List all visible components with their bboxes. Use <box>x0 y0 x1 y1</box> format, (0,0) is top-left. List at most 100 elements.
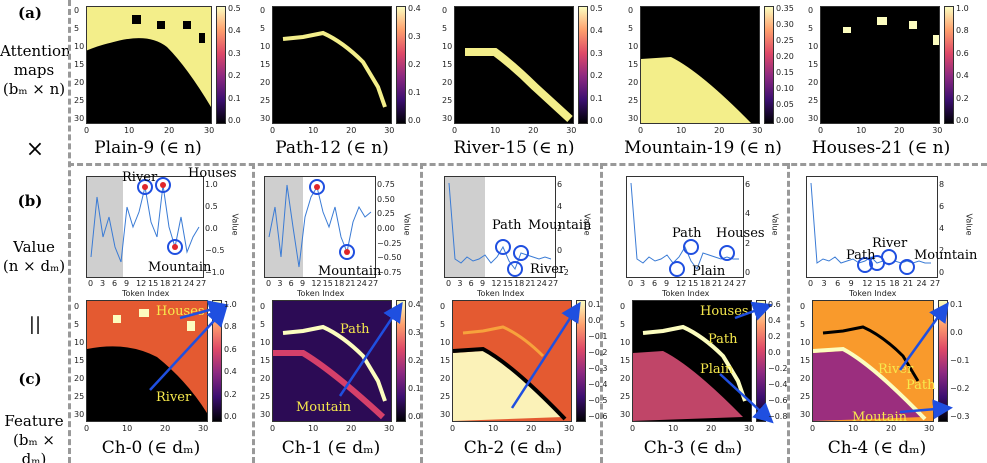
value-ytick: 4 <box>557 202 563 211</box>
value-4-anno-river: River <box>872 236 908 251</box>
feature-map-3-svg <box>633 324 747 421</box>
attention-ytick: 15 <box>808 60 819 69</box>
caption-houses: Houses-21 (∈ n) <box>811 138 951 158</box>
value-4-anno-mountain: Mountain <box>914 248 978 263</box>
value-xtick: 0 <box>628 279 634 288</box>
attention-ytick: 30 <box>260 114 271 123</box>
feature-4-anno-river: River <box>878 362 914 377</box>
value-xtick: 9 <box>300 279 306 288</box>
value-ytick: 1.0 <box>205 180 218 189</box>
value-xtick: 18 <box>514 279 525 288</box>
caption-ch0: Ch-0 (∈ dₘ) <box>101 438 201 458</box>
feature-xtick: 20 <box>886 424 897 433</box>
attention-colorbar-4-tick: 0.2 <box>956 93 969 103</box>
value-ytick: 2 <box>939 246 945 255</box>
attention-colorbar-1-tick: 0.1 <box>408 88 421 97</box>
value-ytick: 4 <box>745 209 751 219</box>
feature-0-anno-houses: Houses <box>156 304 205 319</box>
feature-ytick: 20 <box>74 374 85 383</box>
attention-ytick: 0 <box>74 6 80 15</box>
value-ylabel: Value <box>582 213 592 236</box>
feature-colorbar-3-tick: −0.6 <box>768 396 788 405</box>
attention-colorbar-3-tick: 0.25 <box>776 36 794 45</box>
attention-ytick: 5 <box>628 24 634 33</box>
value-xtick: 24 <box>916 279 927 288</box>
attention-xtick: 20 <box>346 126 357 135</box>
attention-ytick: 20 <box>808 78 819 87</box>
attention-colorbar-0-tick: 0.5 <box>228 4 241 13</box>
attention-colorbar-3-tick: 0.10 <box>776 84 794 93</box>
attention-colorbar-0-tick: 0.1 <box>228 93 241 103</box>
value-2-anno-river: River <box>530 262 566 277</box>
value-xtick: 0 <box>266 279 272 288</box>
value-xtick: 15 <box>502 279 513 288</box>
value-2-anno-path: Path <box>492 218 522 233</box>
attention-xtick: 30 <box>384 126 395 135</box>
feature-colorbar-0-tick: 0.2 <box>224 389 237 399</box>
attention-ytick: 5 <box>260 24 266 33</box>
value-xlabel: Token Index <box>849 289 897 298</box>
attention-ytick: 5 <box>74 24 80 33</box>
attention-colorbar-1-tick: 0.0 <box>408 116 421 125</box>
value-3-anno-plain: Plain <box>692 264 726 279</box>
attention-colorbar-4-tick: 0.4 <box>956 71 969 81</box>
attention-map-plain-svg <box>87 7 211 123</box>
feature-ytick: 5 <box>260 320 266 329</box>
value-plot-4 <box>806 176 938 278</box>
value-ytick: 0.5 <box>205 202 218 211</box>
value-plot-2-svg <box>448 182 552 277</box>
attention-colorbar-2-tick: 0.5 <box>590 4 603 13</box>
value-xtick: 6 <box>468 279 474 288</box>
value-ylabel: Value <box>964 213 974 236</box>
value-ytick: 2 <box>745 238 751 248</box>
value-xlabel: Token Index <box>662 289 710 298</box>
value-plot-2-shade <box>445 177 485 277</box>
attention-colorbar-4-tick: 0.8 <box>956 26 969 36</box>
feature-colorbar-2-tick: −0.2 <box>588 348 608 357</box>
divider-row <box>68 163 987 166</box>
feature-map-4 <box>812 300 934 422</box>
value-xtick: 15 <box>322 279 333 288</box>
value-xtick: 27 <box>930 279 941 288</box>
attention-colorbar-0-tick: 0.4 <box>228 26 241 36</box>
feature-ytick: 20 <box>800 374 811 383</box>
attention-xtick: 0 <box>84 126 90 135</box>
feature-3-anno-houses: Houses <box>700 304 749 319</box>
value-xtick: 12 <box>136 279 147 288</box>
value-plot-1-svg <box>268 179 372 268</box>
value-ytick: 6 <box>939 202 945 211</box>
feature-colorbar-2-tick: −0.6 <box>588 412 608 421</box>
value-ytick: −0.75 <box>377 268 402 277</box>
caption-plain: Plain-9 (∈ n) <box>94 138 202 158</box>
attention-colorbar-2-tick: 0.1 <box>590 93 603 103</box>
value-ylabel: Value <box>402 213 412 236</box>
label-equals: || <box>28 314 42 335</box>
value-ytick: −2 <box>557 268 569 277</box>
feature-ytick: 25 <box>74 392 85 401</box>
attention-xtick: 0 <box>818 126 824 135</box>
value-ytick: −1.0 <box>205 268 225 277</box>
attention-xtick: 10 <box>124 126 135 135</box>
value-xtick: 21 <box>172 279 183 288</box>
feature-ytick: 10 <box>620 338 631 347</box>
attention-colorbar-houses <box>944 6 954 124</box>
feature-ytick: 0 <box>800 302 806 311</box>
attention-xtick: 30 <box>566 126 577 135</box>
feature-xtick: 20 <box>346 424 357 433</box>
feature-4-anno-moutain: Moutain <box>852 410 908 425</box>
feature-colorbar-4-tick: −0.3 <box>950 412 970 421</box>
value-plot-0 <box>86 176 204 278</box>
divider-left <box>68 0 71 463</box>
value-xtick: 3 <box>100 279 106 288</box>
label-b: (b) <box>17 192 43 210</box>
attention-ytick: 15 <box>260 60 271 69</box>
feature-1-anno-moutain: Moutain <box>296 400 352 415</box>
caption-mountain: Mountain-19 (∈ n) <box>624 138 782 158</box>
feature-ytick: 10 <box>74 338 85 347</box>
value-xtick: 21 <box>902 279 914 288</box>
attention-ytick: 0 <box>628 6 634 15</box>
feature-colorbar-1 <box>396 300 406 422</box>
feature-ytick: 25 <box>620 392 631 401</box>
attention-ytick: 15 <box>74 60 85 69</box>
value-ytick: 6 <box>745 180 751 189</box>
